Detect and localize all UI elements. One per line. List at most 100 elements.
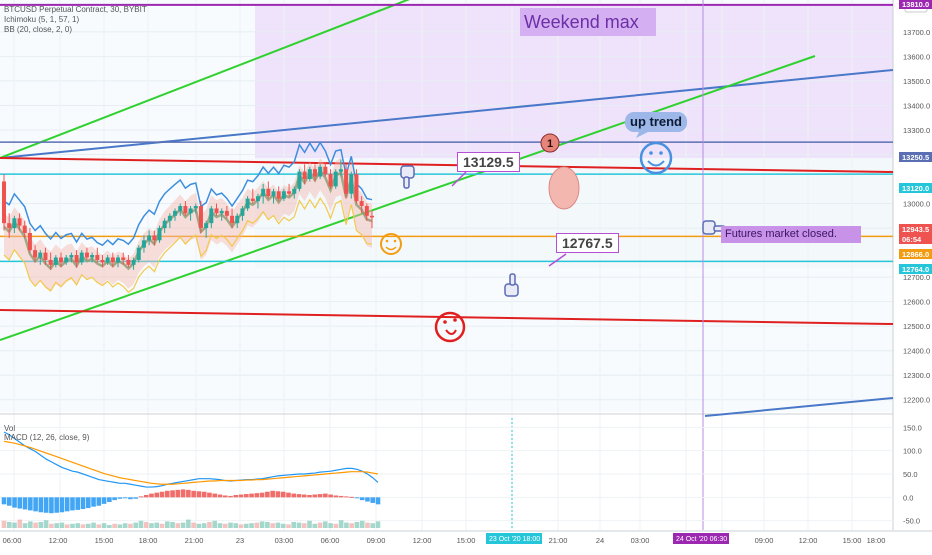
bb-legend[interactable]: BB (20, close, 2, 0) — [4, 25, 73, 34]
number-marker: 1 — [540, 133, 560, 153]
signal-line — [3, 440, 379, 485]
futures-closed-note[interactable]: Futures market closed. — [721, 226, 861, 243]
candle-body — [79, 252, 84, 263]
volume-bar — [323, 521, 328, 528]
volume-bar — [38, 522, 44, 528]
macd-histogram-bar — [233, 495, 239, 498]
symbol-legend[interactable]: BTCUSD Perpetual Contract, 30, BYBIT — [4, 5, 147, 14]
macd-histogram-bar — [128, 497, 133, 500]
volume-bar — [96, 524, 102, 528]
price-tick-label: 13600.0 — [903, 52, 930, 61]
candle-body — [126, 259, 131, 265]
candle-body — [344, 169, 349, 194]
volume-bar — [80, 524, 86, 528]
candle-body — [230, 215, 235, 224]
macd-histogram-bar — [207, 492, 212, 498]
ichimoku-legend[interactable]: Ichimoku (5, 1, 57, 1) — [4, 15, 80, 24]
macd-legend[interactable]: MACD (12, 26, close, 9) — [4, 433, 90, 442]
volume-bar — [22, 523, 28, 528]
volume-bar — [64, 524, 70, 528]
volume-bar — [170, 522, 175, 528]
lower-trend-blue — [704, 397, 894, 417]
up-trend-bubble[interactable]: up trend — [625, 112, 687, 132]
candle-body — [116, 257, 121, 263]
time-highlight-badge — [673, 533, 729, 544]
macd-histogram-bar — [354, 497, 360, 499]
time-tick-label: 03:00 — [631, 536, 650, 545]
candle-body — [188, 208, 193, 214]
macd-histogram-bar — [259, 492, 265, 498]
macd-histogram-bar — [270, 490, 275, 498]
time-tick-label: 21:00 — [185, 536, 204, 545]
support-callout[interactable]: 12767.5 — [556, 233, 619, 253]
weekend-max-label[interactable]: Weekend max — [520, 8, 656, 36]
candle-body — [105, 257, 110, 263]
candle-body — [183, 206, 188, 214]
price-badge — [899, 0, 932, 9]
volume-bar — [222, 523, 228, 528]
macd-histogram-bar — [238, 494, 244, 498]
candle-body — [266, 188, 271, 197]
support-red — [0, 309, 894, 325]
time-tick-label: 12:00 — [799, 536, 818, 545]
macd-histogram-bar — [359, 497, 365, 501]
resistance-callout[interactable]: 13129.5 — [457, 152, 520, 172]
volume-bar — [164, 521, 170, 528]
volume-bar — [49, 523, 54, 528]
macd-histogram-bar — [112, 497, 117, 501]
volume-bar — [54, 523, 59, 528]
candle-body — [364, 206, 369, 216]
price-badge-text: 12764.0 — [902, 265, 929, 274]
candle-body — [2, 181, 6, 224]
macd-histogram-bar — [12, 497, 17, 508]
highlight-ellipse — [548, 166, 580, 210]
macd-histogram-bar — [217, 494, 223, 498]
volume-bar — [375, 521, 381, 528]
volume-bar — [354, 522, 360, 528]
price-badge — [899, 224, 932, 234]
red-face-eye — [453, 318, 457, 322]
volume-bar — [112, 523, 117, 528]
time-tick-label: 15:00 — [95, 536, 114, 545]
macd-tick-label: 0.0 — [903, 493, 913, 502]
macd-histogram-bar — [291, 493, 297, 498]
candle-body — [349, 174, 354, 194]
candle-body — [281, 191, 286, 199]
volume-bar — [149, 523, 154, 528]
candle-body — [33, 250, 38, 258]
macd-histogram-bar — [365, 497, 370, 502]
volume-bar — [280, 523, 286, 528]
candle-body — [214, 208, 219, 214]
candle-body — [245, 198, 250, 209]
macd-histogram-bar — [64, 497, 70, 512]
volume-bar — [365, 522, 370, 528]
macd-histogram-bar — [59, 497, 65, 513]
macd-histogram-bar — [149, 493, 154, 498]
macd-histogram-bar — [122, 497, 128, 499]
candle-body — [53, 257, 58, 265]
macd-histogram-bar — [38, 497, 44, 513]
macd-histogram-bar — [286, 492, 291, 498]
vol-legend[interactable]: Vol — [4, 424, 16, 433]
candle-body — [209, 208, 214, 224]
macd-histogram-bar — [344, 496, 349, 498]
pointer-right-icon-palm — [702, 220, 716, 235]
candle-body — [84, 252, 89, 258]
time-tick-label: 09:00 — [367, 536, 386, 545]
time-tick-label: 24 — [596, 536, 604, 545]
volume-bar — [233, 523, 239, 528]
macd-histogram-bar — [70, 497, 75, 511]
candle-body — [178, 206, 183, 211]
macd-histogram-bar — [49, 497, 54, 514]
volume-bar — [28, 521, 33, 528]
candle-body — [48, 259, 53, 265]
volume-bar — [75, 523, 81, 528]
volume-bar — [301, 523, 307, 528]
macd-histogram-bar — [101, 497, 107, 504]
macd-histogram-bar — [138, 496, 144, 498]
candle-body — [261, 188, 266, 197]
volume-bar — [143, 522, 149, 528]
volume-bar — [238, 524, 244, 528]
macd-tick-label: 150.0 — [903, 423, 922, 432]
